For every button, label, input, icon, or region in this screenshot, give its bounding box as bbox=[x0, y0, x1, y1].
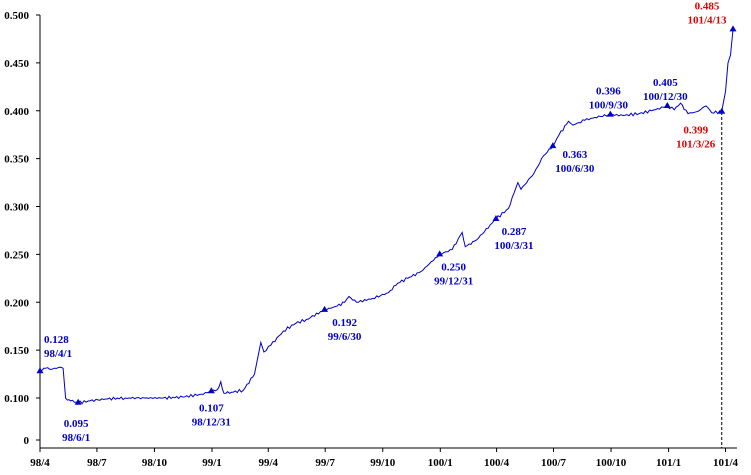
annotation-value: 0.363 bbox=[562, 149, 587, 161]
annotation-date: 100/6/30 bbox=[555, 163, 595, 175]
x-tick-label: 100/4 bbox=[484, 457, 510, 469]
series-group bbox=[39, 29, 734, 405]
x-tick-label: 100/7 bbox=[541, 457, 567, 469]
annotations-group: 0.128 98/4/1 0.095 98/6/1 0.107 98/12/31 0.192… bbox=[44, 0, 727, 443]
y-tick-label: 0.350 bbox=[4, 154, 29, 166]
series-line bbox=[39, 29, 734, 405]
annotation-date: 101/3/26 bbox=[676, 139, 716, 151]
y-tick-label: 0.150 bbox=[4, 345, 29, 357]
x-tick-label: 99/7 bbox=[315, 457, 335, 469]
annotation-value: 0.399 bbox=[683, 125, 708, 137]
y-tick-label: 0.200 bbox=[4, 297, 29, 309]
y-tick-label: 0.400 bbox=[4, 106, 29, 118]
data-point-marker bbox=[729, 25, 737, 32]
annotation-date: 100/3/31 bbox=[494, 240, 533, 252]
x-axis-ticks: 98/4 98/7 98/10 99/1 99/4 99/7 99/10 100/1 100/4… bbox=[30, 448, 739, 469]
data-point-marker bbox=[207, 387, 215, 394]
data-point-marker bbox=[436, 250, 444, 257]
annotation-value: 0.396 bbox=[596, 86, 621, 98]
annotation-date: 100/12/30 bbox=[643, 91, 688, 103]
x-tick-label: 101/1 bbox=[656, 457, 681, 469]
y-tick-label: 0.250 bbox=[4, 249, 29, 261]
axes bbox=[39, 15, 737, 449]
y-axis-ticks: 0 0.100 0.150 0.200 0.250 0.300 0.350 0.400 0.45… bbox=[4, 10, 40, 447]
x-tick-label: 101/4 bbox=[713, 457, 739, 469]
y-tick-label: 0.450 bbox=[4, 58, 29, 70]
x-tick-label: 100/1 bbox=[428, 457, 453, 469]
y-tick-label: 0.100 bbox=[4, 393, 29, 405]
annotation-value: 0.485 bbox=[695, 0, 720, 12]
data-point-marker bbox=[74, 398, 82, 405]
x-tick-label: 99/10 bbox=[370, 457, 396, 469]
annotation-date: 101/4/13 bbox=[687, 14, 727, 26]
y-tick-label: 0.500 bbox=[4, 10, 29, 22]
annotation-value: 0.107 bbox=[199, 402, 224, 414]
y-tick-label: 0.300 bbox=[4, 202, 29, 214]
x-tick-label: 99/4 bbox=[259, 457, 279, 469]
annotation-date: 100/9/30 bbox=[589, 100, 629, 112]
annotation-value: 0.405 bbox=[653, 77, 678, 89]
annotation-date: 99/12/31 bbox=[434, 275, 473, 287]
x-tick-label: 98/4 bbox=[30, 457, 50, 469]
data-point-marker bbox=[492, 214, 500, 221]
markers-group bbox=[36, 25, 737, 405]
annotation-value: 0.250 bbox=[441, 261, 466, 273]
data-point-marker bbox=[718, 107, 726, 114]
x-tick-label: 99/1 bbox=[202, 457, 222, 469]
annotation-value: 0.095 bbox=[64, 418, 89, 430]
x-tick-label: 98/10 bbox=[142, 457, 168, 469]
x-tick-label: 98/7 bbox=[87, 457, 107, 469]
annotation-date: 99/6/30 bbox=[328, 331, 362, 343]
data-point-marker bbox=[36, 367, 44, 374]
annotation-date: 98/4/1 bbox=[44, 348, 72, 360]
annotation-value: 0.192 bbox=[332, 317, 357, 329]
data-point-marker bbox=[606, 110, 614, 117]
data-point-marker bbox=[321, 305, 329, 312]
annotation-value: 0.287 bbox=[502, 226, 527, 238]
annotation-date: 98/12/31 bbox=[192, 416, 231, 428]
x-tick-label: 100/10 bbox=[596, 457, 627, 469]
data-point-marker bbox=[663, 101, 671, 108]
annotation-value: 0.128 bbox=[44, 334, 69, 346]
data-point-marker bbox=[549, 142, 557, 149]
annotation-date: 98/6/1 bbox=[62, 432, 90, 444]
y-tick-label: 0 bbox=[24, 435, 30, 447]
